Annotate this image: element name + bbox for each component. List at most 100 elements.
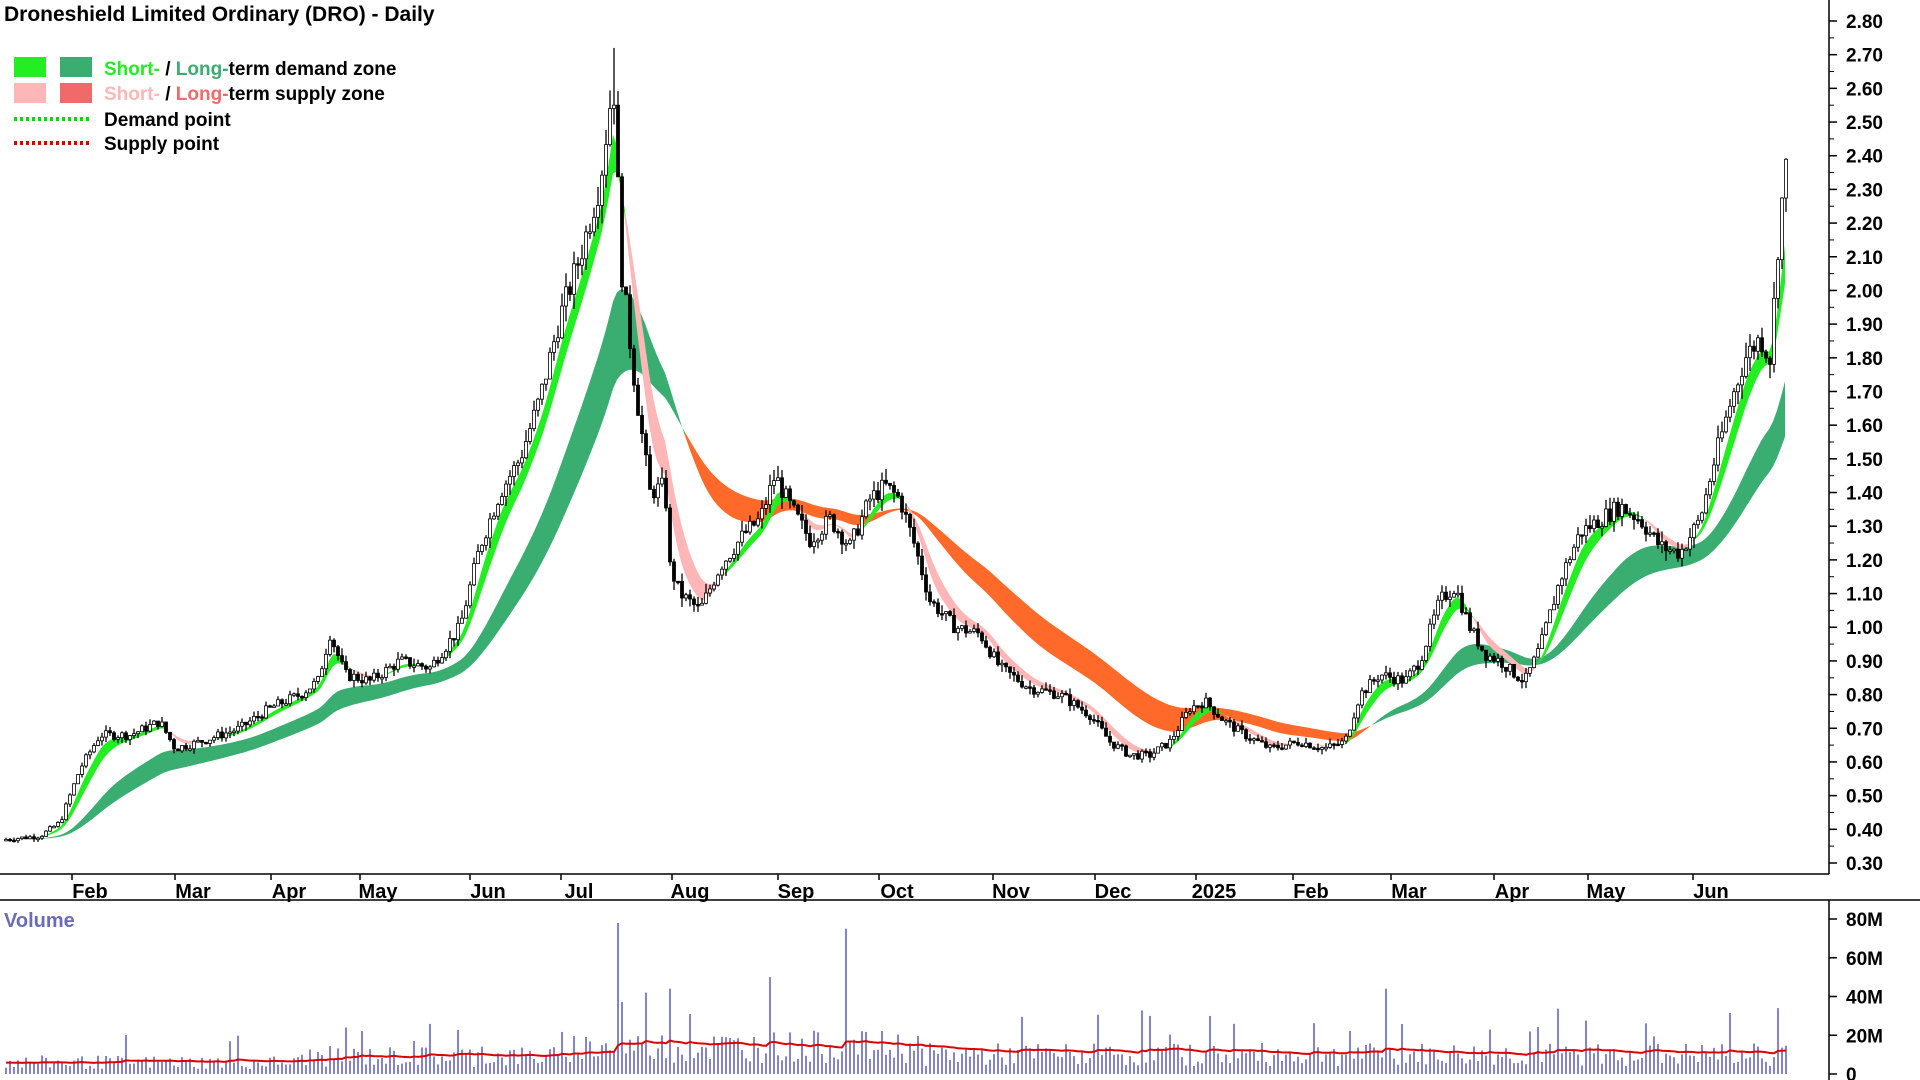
candle-body [1460,592,1464,613]
candle-body [1236,725,1240,732]
candle-body [668,507,672,563]
short-term-demand-zone [5,725,169,840]
candle-body [48,826,52,832]
candle-body [1324,746,1328,750]
month-label: Mar [1391,881,1427,903]
candle-body [1512,663,1516,678]
candle-body [312,681,316,690]
candle-body [124,732,128,740]
candle-body [1548,609,1552,624]
volume-tick-label: 80M [1846,910,1883,931]
candle-body [1136,753,1140,760]
volume-tick-label: 60M [1846,949,1883,970]
candle-body [1476,628,1480,647]
candle-body [336,646,340,657]
candle-body [1632,514,1636,520]
candle-body [624,286,628,296]
candle-body [1012,671,1016,676]
candle-body [512,465,516,477]
candle-body [856,528,860,536]
month-label: May [359,881,399,903]
candle-body [188,748,192,751]
candle-body [376,672,380,679]
candle-body [672,561,676,582]
candle-body [568,286,572,295]
long-term-demand-zone [1373,381,1785,725]
candle-body [1072,700,1076,706]
legend-long-supply-swatch [60,83,92,103]
candle-body [1100,721,1104,729]
candle-body [116,737,120,740]
candle-body [220,731,224,739]
candle-body [12,839,16,843]
candle-body [1760,337,1764,353]
candle-body [1308,742,1312,749]
candle-body [348,669,352,681]
candle-body [360,680,364,684]
candle-body [1708,481,1712,496]
candle-body [892,485,896,493]
candle-body [1028,686,1032,689]
candle-body [1044,688,1048,691]
candle-body [1048,689,1052,692]
candle-body [192,740,196,750]
candle-body [1244,729,1248,740]
candle-body [824,516,828,535]
candle-body [1440,591,1444,601]
candle-body [1780,197,1784,261]
candle-body [1164,742,1168,749]
candle-body [1740,375,1744,386]
candle-body [120,732,124,739]
candle-body [428,666,432,670]
candle-body [504,483,508,497]
candle-body [584,231,588,260]
candle-body [792,500,796,506]
candle-body [492,515,496,520]
candle-body [1024,686,1028,689]
candle-body [1088,715,1092,721]
candle-body [208,739,212,744]
candle-body [40,835,44,839]
month-label: Sep [778,881,815,903]
candle-body [1280,747,1284,750]
candle-body [508,476,512,485]
candle-body [524,441,528,459]
candle-body [256,715,260,719]
candle-body [708,588,712,594]
candle-body [1380,674,1384,681]
candle-body [472,563,476,586]
candle-body [1608,508,1612,522]
candle-body [908,513,912,528]
candle-body [1140,750,1144,760]
candle-body [296,693,300,697]
candle-body [488,518,492,539]
candle-body [1716,437,1720,466]
legend: Short- / Long-term demand zone Short- / … [14,57,396,155]
candle-body [344,661,348,670]
price-tick-label: 2.00 [1846,281,1883,302]
candle-body [164,721,168,733]
candle-body [760,508,764,520]
candle-body [1408,670,1412,678]
candle-body [416,663,420,667]
candle-body [1500,657,1504,668]
candle-body [1684,548,1688,552]
candle-body [1504,666,1508,672]
candle-body [748,520,752,533]
month-label: Jul [565,881,594,903]
month-label: Feb [72,881,108,903]
candle-body [212,737,216,741]
candle-body [1592,519,1596,530]
candle-body [1204,697,1208,709]
candle-body [496,504,500,517]
candle-body [1416,665,1420,670]
candle-body [44,830,48,837]
candle-body [1456,592,1460,596]
candle-body [20,836,24,840]
candle-body [616,104,620,178]
candle-body [992,651,996,658]
candle-body [652,488,656,499]
price-tick-label: 0.60 [1846,753,1883,774]
candle-body [900,495,904,513]
candle-body [1092,719,1096,722]
